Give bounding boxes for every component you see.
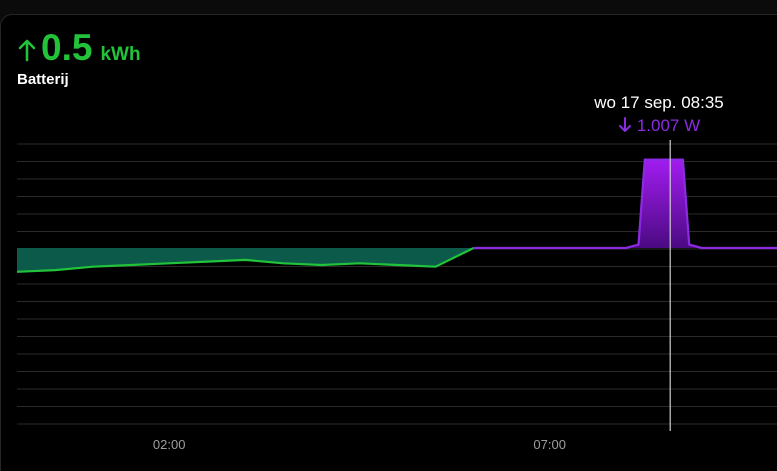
chart-grid	[17, 143, 777, 425]
x-tick-label: 02:00	[152, 437, 186, 452]
energy-value: 0.5	[41, 27, 93, 68]
arrow-up-icon	[18, 39, 36, 62]
energy-history-card[interactable]: 0.5 kWh Batterij wo 17 sep. 08:35 1.007 …	[0, 14, 777, 471]
history-chart[interactable]	[1, 15, 777, 471]
tooltip-value: 1.007 W	[636, 116, 701, 135]
battery-discharge-line	[473, 158, 777, 250]
tooltip-value-row: 1.007 W	[559, 116, 759, 136]
x-tick-label: 07:00	[533, 437, 566, 452]
arrow-down-icon	[618, 117, 631, 132]
entity-name: Batterij	[17, 71, 69, 88]
tooltip-time: wo 17 sep. 08:35	[594, 93, 724, 112]
energy-unit: kWh	[100, 44, 141, 65]
battery-charge-line	[16, 247, 475, 273]
battery-discharge-area	[473, 159, 777, 248]
card-header: 0.5 kWh	[17, 29, 141, 66]
